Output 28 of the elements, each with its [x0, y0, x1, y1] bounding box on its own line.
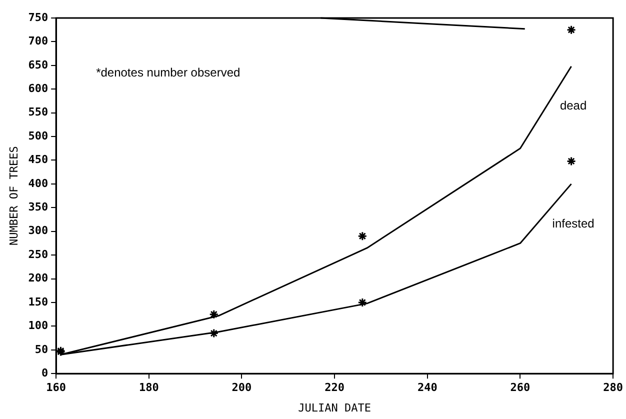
- y-tick-label: 650: [28, 58, 48, 72]
- x-tick-label: 220: [324, 381, 345, 394]
- y-tick-label: 400: [28, 176, 48, 190]
- x-tick-label: 260: [510, 381, 530, 394]
- series-label: dead: [560, 98, 587, 113]
- y-tick-label: 200: [28, 272, 48, 285]
- y-tick-label: 550: [28, 106, 48, 119]
- y-tick-label: 700: [28, 34, 48, 48]
- x-tick-label: 180: [138, 381, 159, 394]
- x-tick-label: 240: [417, 381, 438, 394]
- y-tick-label: 300: [28, 224, 48, 238]
- x-tick-label: 280: [603, 381, 624, 394]
- y-axis-title: NUMBER OF TREES: [7, 146, 20, 246]
- y-tick-label: 250: [28, 248, 48, 261]
- y-tick-label: 450: [28, 153, 48, 166]
- y-tick-label: 0: [41, 366, 48, 380]
- series-label: infested: [552, 216, 594, 230]
- y-tick-label: 600: [28, 82, 48, 95]
- y-tick-label: 150: [28, 295, 48, 308]
- y-tick-label: 350: [28, 200, 48, 214]
- x-tick-label: 160: [46, 381, 66, 394]
- y-tick-label: 50: [34, 342, 48, 356]
- annotation: *denotes number observed: [96, 65, 240, 80]
- y-tick-label: 500: [28, 129, 48, 142]
- y-tick-label: 100: [28, 319, 48, 332]
- x-tick-label: 200: [232, 381, 252, 394]
- x-axis-title: JULIAN DATE: [298, 401, 371, 414]
- y-tick-label: 750: [28, 10, 48, 24]
